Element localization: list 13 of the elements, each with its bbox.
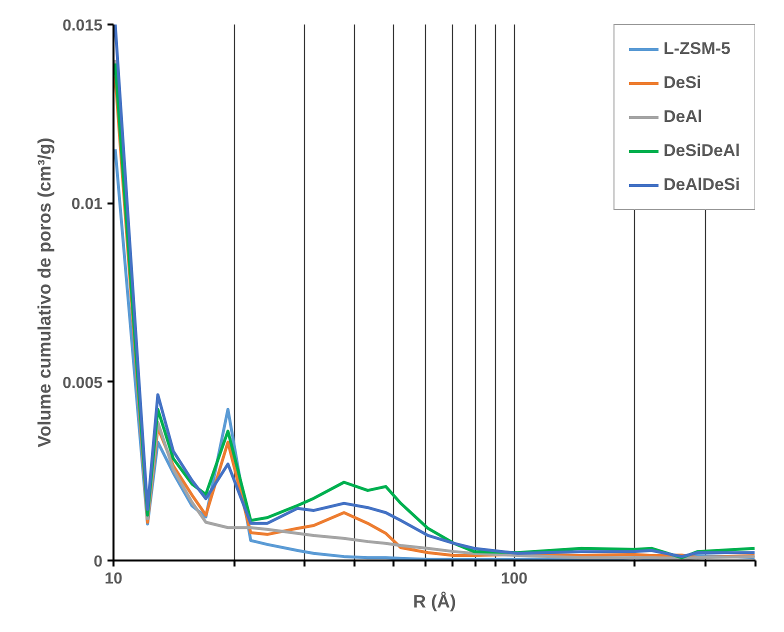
y-tick-label: 0.015: [62, 18, 103, 34]
y-tick-label: 0.005: [62, 374, 103, 392]
y-axis-title: Volume cumulativo de poros (cm³/g): [34, 138, 54, 448]
y-tick-label: 0: [94, 554, 103, 570]
legend-label: DeSi: [663, 73, 702, 93]
y-tick-label: 0.01: [71, 196, 103, 214]
x-tick-label: 10: [104, 570, 122, 588]
legend-label: L-ZSM-5: [663, 39, 731, 59]
legend-label: DeAl: [663, 107, 702, 127]
x-tick-label: 100: [500, 570, 528, 588]
legend-label: DeAlDeSi: [663, 175, 740, 195]
x-axis-title: R (Å): [413, 592, 456, 612]
legend-label: DeSiDeAl: [663, 141, 740, 161]
